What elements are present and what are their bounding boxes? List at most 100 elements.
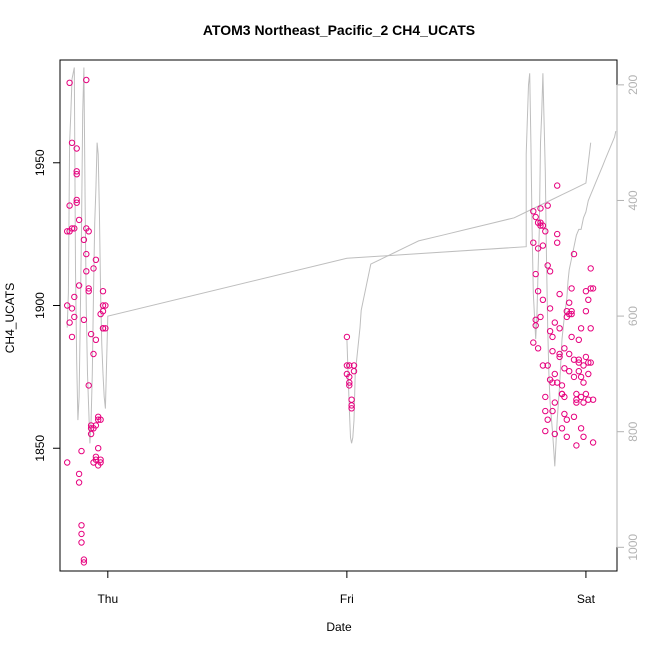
right-tick-label: 600 [626, 306, 640, 326]
data-point [102, 302, 109, 309]
data-point [563, 433, 570, 440]
data-point [534, 345, 542, 352]
data-point [530, 339, 537, 346]
data-point [580, 362, 587, 369]
data-point [542, 228, 549, 235]
data-point [532, 322, 539, 329]
data-point [577, 325, 585, 332]
data-point [530, 239, 537, 246]
data-point [544, 262, 551, 269]
data-point [92, 453, 100, 460]
data-point [575, 368, 582, 375]
data-point [90, 350, 97, 358]
data-point [83, 250, 90, 258]
data-point [546, 328, 554, 335]
data-point [99, 288, 107, 295]
data-point [587, 285, 594, 292]
data-point [85, 382, 92, 389]
x-tick-label: Sat [577, 592, 596, 606]
data-point [551, 370, 558, 378]
data-point [80, 556, 88, 563]
data-point [537, 205, 544, 212]
data-point [350, 362, 358, 369]
data-point [582, 288, 590, 295]
data-point [566, 350, 573, 358]
data-point [80, 236, 88, 244]
data-point [542, 407, 549, 415]
data-point [64, 459, 71, 466]
data-point [561, 345, 568, 352]
left-tick-label: 1850 [33, 435, 47, 462]
data-point [346, 379, 353, 386]
data-point [83, 76, 90, 84]
data-point [551, 399, 558, 406]
data-point [534, 288, 542, 295]
data-point [71, 225, 78, 232]
data-point [573, 442, 580, 449]
data-point [78, 522, 85, 529]
data-point [87, 430, 95, 438]
y-axis-label: CH4_UCATS [3, 283, 17, 353]
data-point [575, 336, 582, 343]
data-point [95, 416, 102, 423]
data-point [73, 199, 80, 206]
data-point [573, 399, 580, 406]
data-point [68, 139, 76, 147]
data-point [530, 208, 537, 215]
data-point [102, 325, 109, 332]
data-point [68, 333, 76, 341]
data-point [85, 285, 92, 292]
data-point [546, 305, 554, 312]
data-point [97, 456, 104, 463]
series-line-1 [346, 142, 592, 444]
right-tick-label: 200 [626, 75, 640, 95]
data-point [542, 427, 549, 435]
data-point [554, 182, 561, 189]
data-point [544, 202, 551, 209]
data-point [348, 396, 355, 403]
data-point [99, 308, 107, 315]
data-point [582, 353, 590, 361]
data-point [549, 407, 556, 415]
data-point [73, 171, 80, 178]
data-point [92, 456, 100, 463]
data-point [542, 393, 549, 401]
data-point [80, 559, 88, 566]
data-point [587, 325, 594, 332]
data-point [554, 379, 561, 386]
data-point [577, 425, 585, 432]
data-point [85, 228, 92, 235]
data-point [570, 413, 578, 420]
data-point [78, 447, 85, 455]
data-point [68, 305, 76, 312]
x-tick-label: Fri [340, 592, 354, 606]
data-point [537, 313, 544, 321]
data-point [83, 268, 90, 275]
data-point [99, 325, 107, 332]
plot-area [59, 59, 618, 572]
data-point [585, 370, 592, 378]
data-point [539, 242, 547, 249]
data-point [75, 216, 83, 224]
data-point [558, 425, 566, 432]
data-point [537, 222, 544, 229]
data-point [551, 430, 558, 438]
data-point [570, 373, 578, 381]
data-point [587, 359, 594, 366]
right-tick-label: 800 [626, 421, 640, 441]
data-point [580, 399, 587, 406]
data-point [561, 365, 568, 372]
data-point [92, 256, 100, 263]
data-point [558, 382, 566, 389]
data-point [95, 445, 102, 452]
x-tick-label: Thu [97, 592, 118, 606]
data-point [68, 225, 76, 232]
data-point [570, 356, 578, 363]
data-point [551, 319, 558, 326]
data-point [343, 333, 351, 341]
data-point [554, 230, 561, 238]
data-point [568, 285, 575, 292]
data-point [563, 416, 570, 423]
data-point [575, 359, 582, 366]
